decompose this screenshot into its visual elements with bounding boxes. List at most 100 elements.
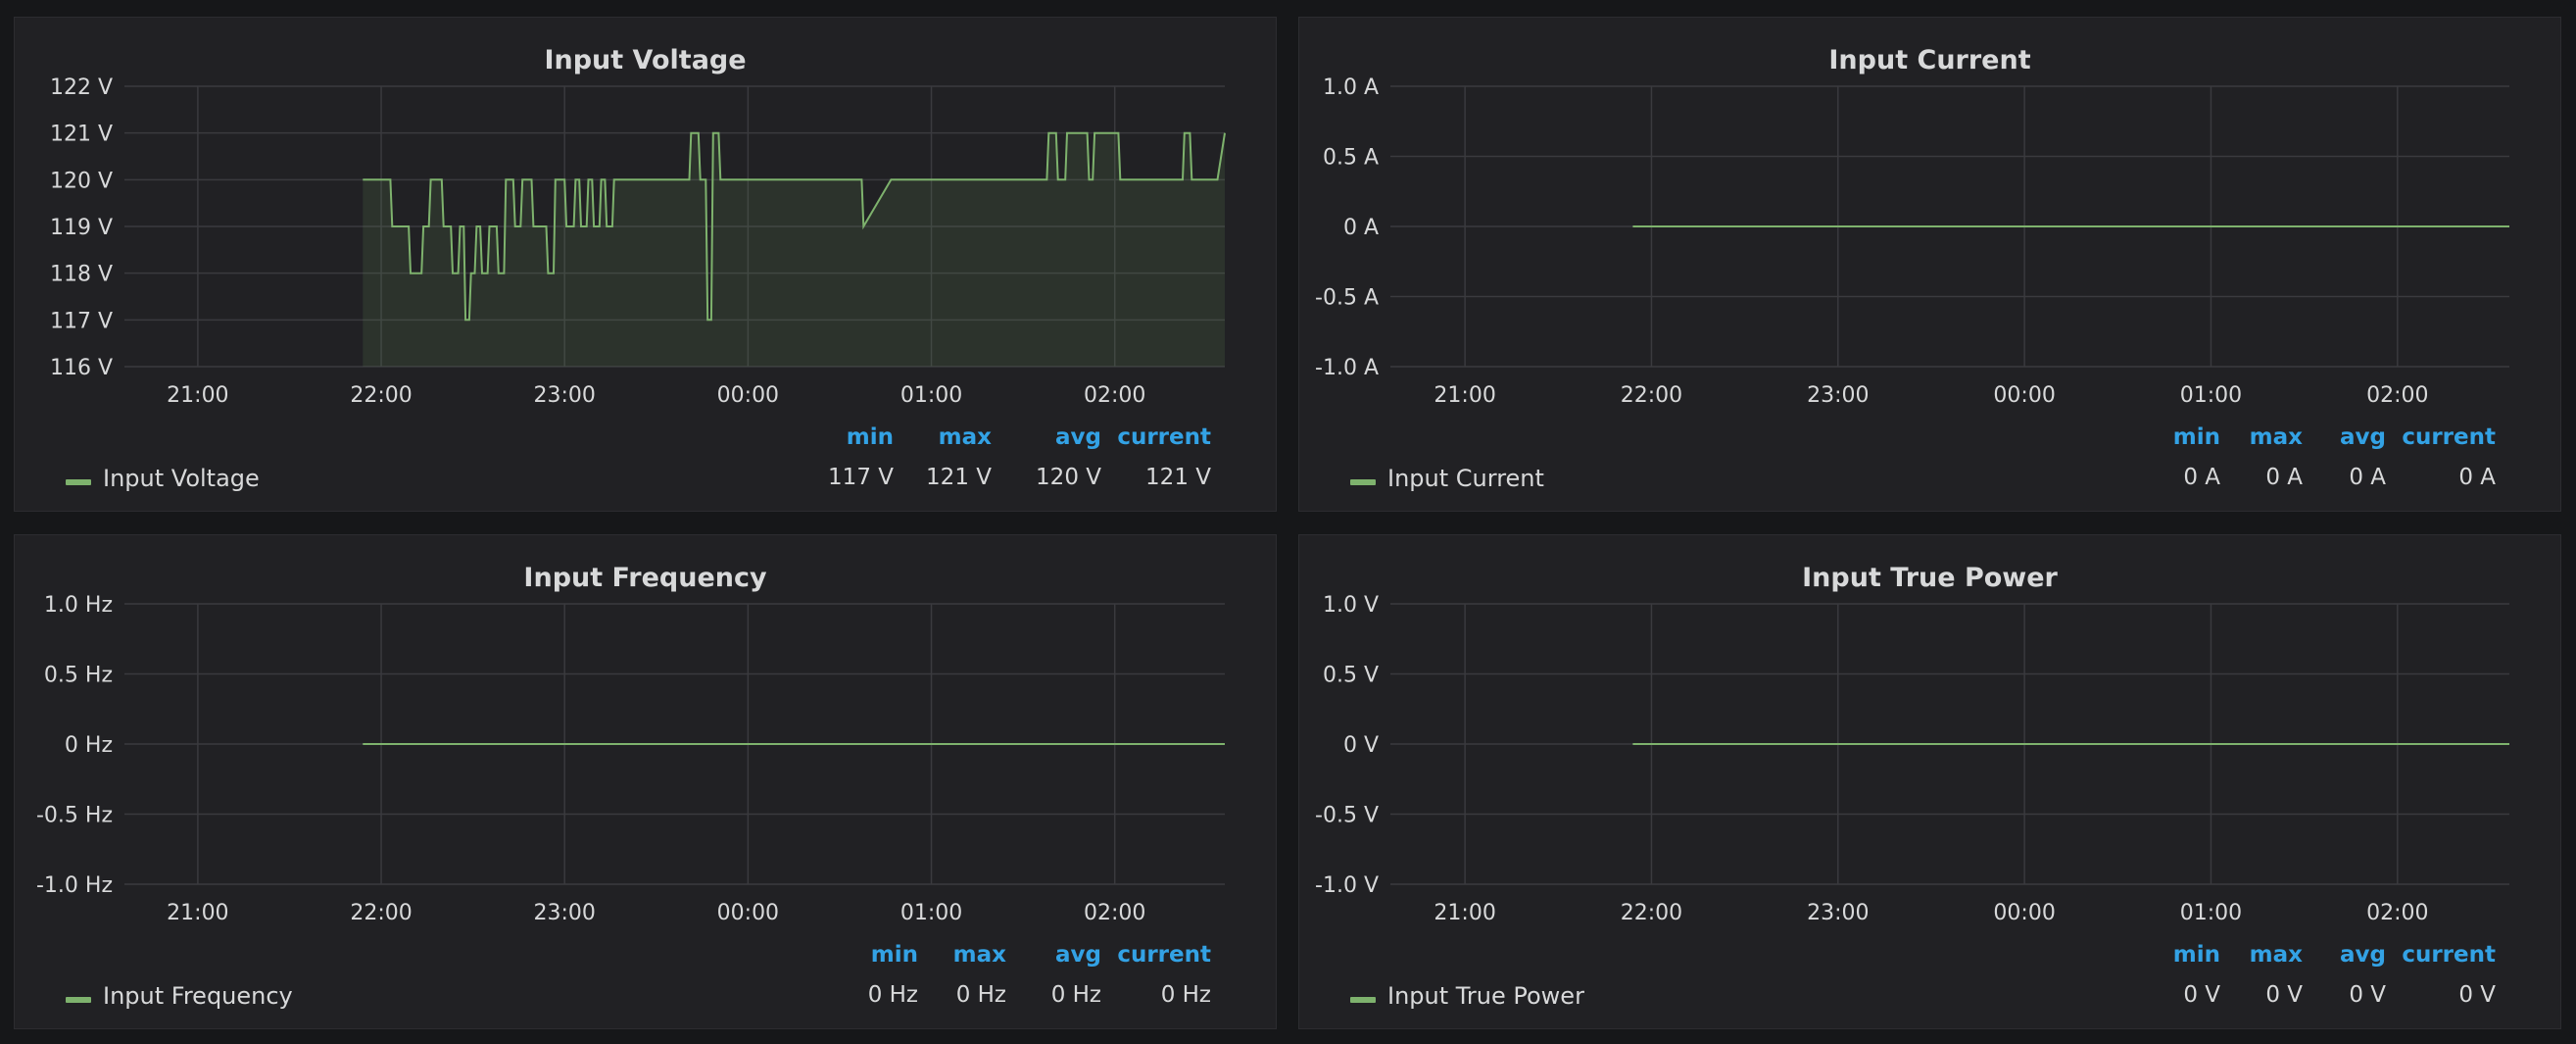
legend-header-current[interactable]: current <box>2402 942 2496 968</box>
legend-swatch <box>1350 479 1376 485</box>
legend-value-avg: 0 A <box>2349 465 2386 490</box>
y-tick-label: -1.0 A <box>1315 356 1379 380</box>
y-tick-label: -0.5 Hz <box>36 804 113 828</box>
panel-input-current: Input Current 1.0 A 0.5 A 0 A -0.5 A -1.0 A 2… <box>1298 17 2561 512</box>
legend-header-avg[interactable]: avg <box>2340 942 2386 968</box>
legend-value-current: 0 Hz <box>1160 982 1211 1008</box>
x-tick-label: 22:00 <box>1621 901 1682 925</box>
legend-header-max[interactable]: max <box>2249 424 2303 450</box>
legend-header-current[interactable]: current <box>1117 942 1211 968</box>
x-tick-label: 02:00 <box>1084 383 1145 408</box>
legend-header-max[interactable]: max <box>938 424 992 450</box>
panel-input-frequency: Input Frequency 1.0 Hz 0.5 Hz 0 Hz -0.5 Hz -… <box>14 534 1277 1029</box>
legend-swatch <box>66 479 91 485</box>
x-tick-label: 21:00 <box>167 383 228 408</box>
series-line <box>363 131 1226 322</box>
x-tick-label: 23:00 <box>1807 383 1869 408</box>
y-tick-label: 118 V <box>50 263 113 287</box>
x-tick-label: 01:00 <box>2180 901 2242 925</box>
panel-title[interactable]: Input Current <box>1828 45 2031 75</box>
x-tick-label: 23:00 <box>533 901 595 925</box>
legend-series-name[interactable]: Input Frequency <box>103 982 293 1010</box>
legend-value-current: 121 V <box>1145 465 1211 490</box>
y-tick-label: 116 V <box>50 356 113 380</box>
legend-swatch <box>1350 997 1376 1003</box>
chart-svg: 1.0 Hz 0.5 Hz 0 Hz -0.5 Hz -1.0 Hz 21:00 22:00… <box>36 593 1225 925</box>
legend-value-avg: 0 V <box>2349 982 2386 1008</box>
legend-value-min: 0 Hz <box>867 982 918 1008</box>
y-tick-label: -1.0 Hz <box>36 873 113 898</box>
chart-svg: 122 V 121 V 120 V 119 V 118 V 117 V 116 V 21:00… <box>50 75 1226 408</box>
legend-series-name[interactable]: Input Voltage <box>103 465 260 492</box>
x-tick-label: 21:00 <box>167 901 228 925</box>
y-tick-label: 0 V <box>1343 733 1379 758</box>
legend-value-avg: 0 Hz <box>1050 982 1101 1008</box>
x-tick-label: 01:00 <box>900 901 962 925</box>
legend-value-min: 0 V <box>2183 982 2220 1008</box>
y-tick-label: 0 A <box>1343 216 1379 240</box>
legend-header-min[interactable]: min <box>870 942 918 968</box>
x-tick-label: 23:00 <box>1807 901 1869 925</box>
y-tick-label: -1.0 V <box>1315 873 1379 898</box>
legend-series-name[interactable]: Input Current <box>1387 465 1544 492</box>
y-tick-label: 1.0 V <box>1323 593 1379 618</box>
legend-header-min[interactable]: min <box>846 424 894 450</box>
legend-value-avg: 120 V <box>1036 465 1101 490</box>
legend-value-max: 0 V <box>2265 982 2303 1008</box>
legend-value-current: 0 V <box>2458 982 2496 1008</box>
x-tick-label: 21:00 <box>1434 901 1495 925</box>
y-tick-label: 117 V <box>50 309 113 333</box>
y-tick-label: 1.0 Hz <box>44 593 113 618</box>
x-tick-label: 21:00 <box>1434 383 1495 408</box>
legend-series-name[interactable]: Input True Power <box>1387 982 1584 1010</box>
x-tick-label: 02:00 <box>2366 383 2428 408</box>
legend-value-current: 0 A <box>2458 465 2496 490</box>
legend-header-min[interactable]: min <box>2172 424 2220 450</box>
legend-header-max[interactable]: max <box>2249 942 2303 968</box>
legend-value-max: 0 A <box>2265 465 2303 490</box>
panel-title[interactable]: Input Voltage <box>544 45 747 75</box>
panel-title[interactable]: Input Frequency <box>523 563 767 593</box>
legend-value-min: 117 V <box>828 465 894 490</box>
panel-input-true-power: Input True Power 1.0 V 0.5 V 0 V -0.5 V -1.0… <box>1298 534 2561 1029</box>
legend-header-avg[interactable]: avg <box>1055 424 1101 450</box>
y-tick-label: 1.0 A <box>1323 75 1379 100</box>
chart-svg: 1.0 A 0.5 A 0 A -0.5 A -1.0 A 21:00 22:00 23:00… <box>1315 75 2509 408</box>
legend-header-avg[interactable]: avg <box>2340 424 2386 450</box>
legend-value-min: 0 A <box>2183 465 2220 490</box>
x-tick-label: 22:00 <box>350 901 412 925</box>
x-tick-label: 00:00 <box>717 901 779 925</box>
legend-header-current[interactable]: current <box>2402 424 2496 450</box>
legend-value-max: 0 Hz <box>955 982 1006 1008</box>
y-tick-label: -0.5 V <box>1315 804 1379 828</box>
y-tick-label: 121 V <box>50 123 113 147</box>
y-tick-label: 120 V <box>50 169 113 193</box>
x-tick-label: 22:00 <box>1621 383 1682 408</box>
x-tick-label: 01:00 <box>2180 383 2242 408</box>
legend-value-max: 121 V <box>926 465 992 490</box>
y-tick-label: 0.5 V <box>1323 664 1379 688</box>
y-tick-label: 0 Hz <box>65 733 113 758</box>
legend-swatch <box>66 997 91 1003</box>
series-area <box>363 132 1225 367</box>
x-tick-label: 22:00 <box>350 383 412 408</box>
x-tick-label: 00:00 <box>717 383 779 408</box>
x-tick-label: 02:00 <box>2366 901 2428 925</box>
x-tick-label: 01:00 <box>900 383 962 408</box>
chart-svg: 1.0 V 0.5 V 0 V -0.5 V -1.0 V 21:00 22:00 23:00… <box>1315 593 2509 925</box>
y-tick-label: 122 V <box>50 75 113 100</box>
y-tick-label: 119 V <box>50 216 113 240</box>
y-tick-label: -0.5 A <box>1315 286 1379 311</box>
x-tick-label: 00:00 <box>1993 383 2055 408</box>
legend-header-current[interactable]: current <box>1117 424 1211 450</box>
legend-header-avg[interactable]: avg <box>1055 942 1101 968</box>
x-tick-label: 00:00 <box>1993 901 2055 925</box>
y-tick-label: 0.5 Hz <box>44 664 113 688</box>
legend-header-min[interactable]: min <box>2172 942 2220 968</box>
x-tick-label: 02:00 <box>1084 901 1145 925</box>
panel-title[interactable]: Input True Power <box>1802 563 2058 593</box>
x-tick-label: 23:00 <box>533 383 595 408</box>
y-tick-label: 0.5 A <box>1323 146 1379 171</box>
legend-header-max[interactable]: max <box>952 942 1006 968</box>
